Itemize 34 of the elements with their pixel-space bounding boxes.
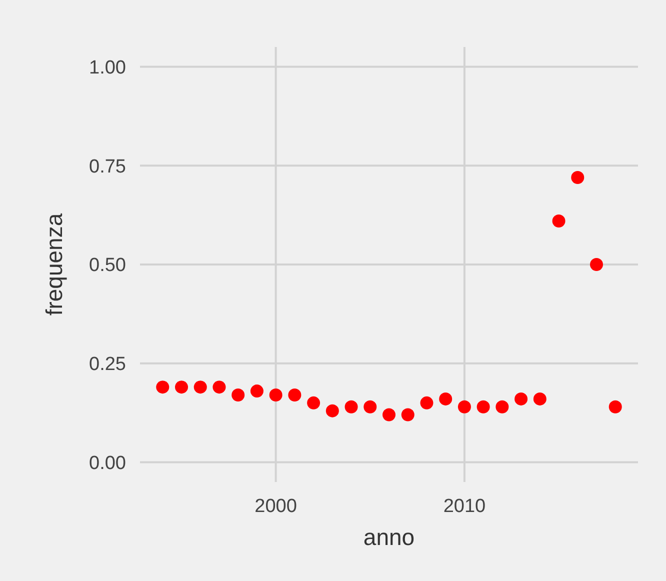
point xyxy=(401,408,414,422)
point xyxy=(307,396,320,410)
point xyxy=(232,388,245,402)
point xyxy=(439,392,452,406)
y-tick-label: 0.50 xyxy=(89,255,126,276)
y-tick-label: 0.75 xyxy=(89,156,126,178)
point xyxy=(552,214,566,228)
point xyxy=(194,380,207,394)
point xyxy=(533,392,546,406)
point xyxy=(608,400,622,414)
point xyxy=(571,171,584,184)
point xyxy=(420,396,434,410)
point xyxy=(364,400,377,414)
point xyxy=(590,258,603,271)
point xyxy=(288,388,302,402)
y-tick-label: 0.00 xyxy=(89,452,126,474)
point xyxy=(175,380,188,394)
point xyxy=(496,400,509,414)
point xyxy=(212,380,226,394)
point xyxy=(514,392,528,406)
point xyxy=(269,388,282,402)
point xyxy=(156,380,170,394)
point xyxy=(458,400,471,414)
point xyxy=(382,408,396,422)
x-tick-label: 2000 xyxy=(254,496,297,517)
point xyxy=(344,400,358,414)
point xyxy=(476,400,490,414)
point xyxy=(250,384,264,398)
y-tick-label: 0.25 xyxy=(89,354,126,376)
y-tick-label: 1.00 xyxy=(89,57,126,78)
point xyxy=(326,404,339,418)
x-tick-label: 2010 xyxy=(443,496,486,517)
x-axis-title: anno xyxy=(363,524,415,550)
y-axis-title: frequenza xyxy=(41,213,67,316)
